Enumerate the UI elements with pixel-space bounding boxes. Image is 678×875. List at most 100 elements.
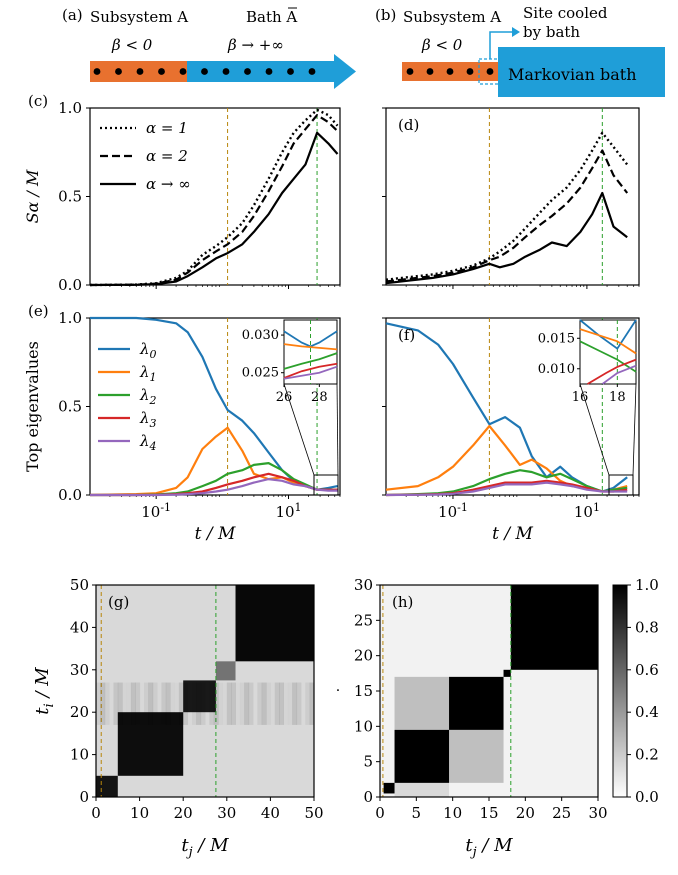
inset-x-tick-label: 18: [609, 390, 626, 405]
x-tick-label: 50: [304, 804, 323, 822]
y-tick-label: 20: [354, 647, 373, 665]
legend-entry: λ1: [139, 363, 157, 384]
heatmap-texture: [257, 682, 263, 725]
panel-label: (d): [398, 116, 419, 134]
y-tick-label: 10: [70, 746, 89, 764]
heatmap-texture: [100, 682, 106, 725]
inset-series-line: [283, 352, 338, 370]
heatmap-texture: [174, 683, 179, 725]
subsystem-label-a: Subsystem A: [90, 8, 188, 26]
heatmap-texture: [266, 682, 271, 725]
heatmap-texture: [130, 682, 136, 725]
heatmap-texture: [288, 683, 293, 725]
heatmap-offdiag-block: [394, 676, 450, 730]
heatmap-texture: [283, 683, 288, 725]
x-axis-label-sub: j: [470, 845, 477, 860]
inset-series-line: [283, 362, 338, 379]
heatmap-texture: [140, 683, 145, 725]
x-tick-label: 10: [443, 804, 462, 822]
y-tick-label: 30: [354, 576, 373, 594]
series-line: [385, 191, 628, 285]
site-dots-b: [406, 68, 494, 75]
legend-entry: λ0: [139, 340, 157, 361]
bath-bar-a: [187, 61, 334, 82]
heatmap-texture: [122, 683, 127, 725]
y-axis-label-sub: i: [42, 703, 57, 707]
y-tick-label: 25: [354, 611, 373, 629]
heatmap-block: [394, 729, 450, 783]
bath-arrowhead-a: [334, 54, 356, 89]
x-tick-label: 20: [516, 804, 535, 822]
axes-frame: [95, 584, 315, 798]
legend-entry: λ2: [139, 386, 157, 407]
legend-subscript: 4: [149, 440, 157, 453]
subsystem-label-b: Subsystem A: [403, 8, 501, 26]
site-dot: [179, 68, 187, 75]
inset-series-line: [587, 358, 637, 385]
heatmap-texture: [244, 682, 250, 725]
zoom-connector: [632, 383, 637, 476]
heatmap-texture: [178, 682, 184, 725]
x-axis-label-sub: j: [186, 845, 193, 860]
y-tick-label: 1.0: [58, 309, 82, 327]
site-dot: [244, 68, 251, 75]
x-tick-label: 40: [261, 804, 280, 822]
legend-entry: α = 1: [146, 119, 188, 137]
x-axis-label: tj / M: [465, 835, 513, 860]
heatmap-texture: [205, 683, 210, 725]
site-dot: [115, 68, 122, 75]
heatmap-block: [503, 669, 511, 677]
heatmap-texture: [113, 682, 119, 725]
heatmap-texture: [152, 682, 158, 725]
panel-label: (g): [108, 593, 129, 611]
x-tick-label: 30: [217, 804, 236, 822]
panel-label: (c): [28, 92, 48, 110]
panel-label: (e): [28, 302, 49, 320]
heatmap-offdiag-block: [394, 782, 450, 797]
y-tick-label: 0.5: [58, 188, 82, 206]
site-dot: [93, 68, 101, 75]
x-axis-label-rest: / M: [477, 835, 514, 856]
inset-series-line: [579, 319, 637, 350]
legend-subscript: 2: [149, 394, 157, 407]
heatmap-texture: [213, 682, 219, 725]
x-axis-label-rest: / M: [193, 835, 230, 856]
zoom-box: [313, 474, 339, 496]
inset-series-line: [283, 365, 338, 380]
heatmap-texture: [305, 682, 311, 725]
x-tick-label: 10-1: [141, 501, 171, 521]
inset-x-tick-label: 28: [311, 390, 328, 405]
heatmap-texture: [104, 682, 110, 725]
tag-b: (b): [375, 6, 396, 24]
site-dot: [426, 68, 434, 75]
heatmap-texture: [157, 683, 162, 725]
cooled-line1: Site cooled: [523, 4, 608, 22]
series-line: [90, 478, 338, 497]
y-tick-label: 0: [79, 788, 89, 806]
heatmap-block: [449, 676, 504, 730]
panel-f: 10-1 101 (f) t / M 16 18 0.010 0.015: [382, 317, 640, 544]
heatmap-block: [235, 585, 314, 662]
heatmap-texture: [109, 683, 114, 725]
y-tick-label: 0.0: [58, 276, 82, 294]
heatmap-texture: [183, 682, 189, 725]
heatmap-texture: [200, 682, 206, 725]
heatmap-texture: [309, 682, 315, 725]
heatmap-texture: [170, 683, 175, 725]
heatmap-texture: [222, 683, 227, 725]
panel-c: 0.0 0.5 1.0 (c) Sα / M α = 1 α = 2 α → ∞: [23, 92, 341, 294]
x-tick-label: 10-1: [438, 501, 468, 521]
schematic-b: (b) Subsystem A Site cooled by bath β < …: [375, 4, 665, 97]
y-tick-label: 30: [70, 661, 89, 679]
y-tick-label: 20: [70, 703, 89, 721]
inset-series-line: [601, 364, 637, 385]
heatmap-block: [510, 585, 598, 670]
heatmap-offdiag-block: [449, 729, 504, 783]
cooled-line2: by bath: [523, 23, 580, 41]
heatmap-block: [96, 775, 118, 797]
panel-h: 0 5 10 15 20 25 30 0 5 10 15 20 25 30 (h) tj / M.: [336, 576, 608, 860]
inset-y-tick-label: 0.025: [242, 366, 279, 381]
heatmap-texture: [261, 682, 267, 725]
y-tick-label: 1.0: [58, 99, 82, 117]
heatmap-texture: [226, 682, 232, 725]
